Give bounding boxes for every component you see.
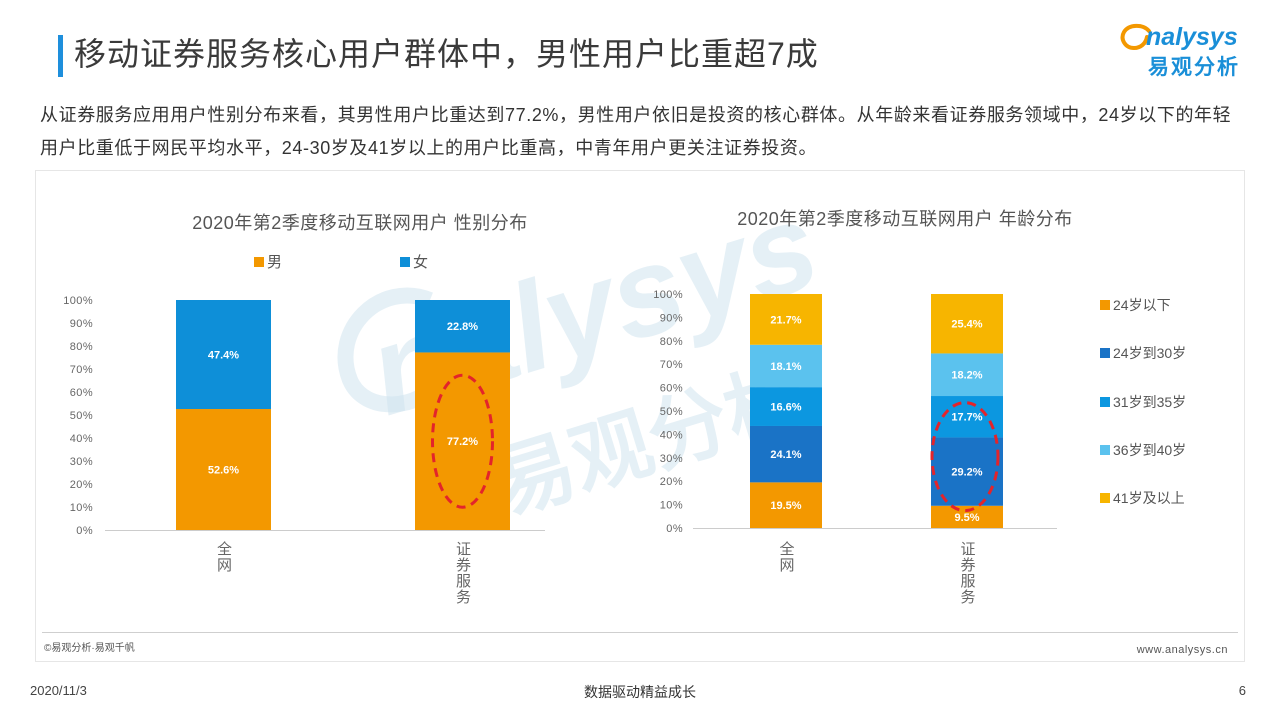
legend-label: 36岁到40岁 xyxy=(1113,442,1186,458)
chart-2: 2020年第2季度移动互联网用户 年龄分布 0% 10% 20% 30% 40% 50% 60… xyxy=(653,209,1186,535)
summary-line: 用户比重低于网民平均水平，24-30岁及41岁以上的用户比重高，中青年用户更关注… xyxy=(40,138,818,158)
y-tick-label: 60% xyxy=(70,387,93,399)
bar-segment xyxy=(750,344,822,388)
y-tick-label: 10% xyxy=(70,502,93,514)
bar-segment xyxy=(415,300,510,353)
page-number: 6 xyxy=(1238,683,1246,698)
summary-text: 从证券服务应用用户性别分布来看，其男性用户比重达到77.2%，男性用户依旧是投资… xyxy=(40,99,1231,165)
legend-label: 41岁及以上 xyxy=(1113,490,1185,506)
title-accent-bar xyxy=(58,35,63,77)
chart-title: 2020年第2季度移动互联网用户 年龄分布 xyxy=(737,209,1073,229)
data-label: 18.1% xyxy=(770,361,801,373)
x-category-label: 证券服务 xyxy=(454,541,471,605)
y-tick-label: 100% xyxy=(653,289,683,301)
bar-segment xyxy=(415,352,510,530)
bar-segment xyxy=(750,294,822,345)
legend-label: 31岁到35岁 xyxy=(1113,394,1186,410)
data-label: 77.2% xyxy=(447,436,478,448)
slide-slogan: 数据驱动精益成长 xyxy=(584,684,696,700)
bar-segment xyxy=(750,387,822,426)
bar-segment xyxy=(750,482,822,528)
y-tick-label: 20% xyxy=(70,479,93,491)
x-category-label: 全网 xyxy=(215,541,232,573)
legend-swatch xyxy=(1100,397,1110,407)
page-title: 移动证券服务核心用户群体中，男性用户比重超7成 xyxy=(74,36,819,72)
y-tick-label: 20% xyxy=(660,476,683,488)
legend-label: 男 xyxy=(267,254,282,271)
bar-segment xyxy=(931,294,1003,354)
legend-swatch xyxy=(1100,445,1110,455)
legend-swatch xyxy=(400,257,410,267)
y-tick-label: 40% xyxy=(660,429,683,441)
bar-segment xyxy=(176,409,271,530)
y-tick-label: 70% xyxy=(660,359,683,371)
chart-panel: ©易观分析·易观千帆 www.analysys.cn xyxy=(35,170,1245,662)
data-label: 22.8% xyxy=(447,321,478,333)
data-label: 29.2% xyxy=(951,467,982,479)
highlight-ellipse xyxy=(431,373,494,509)
x-category-label: 证券服务 xyxy=(958,541,976,605)
data-label: 16.6% xyxy=(770,402,801,414)
bar-segment xyxy=(931,505,1003,528)
legend-label: 24岁以下 xyxy=(1113,297,1171,313)
y-tick-label: 60% xyxy=(660,383,683,395)
y-tick-label: 50% xyxy=(660,406,683,418)
x-category-label: 全网 xyxy=(777,541,795,573)
data-label: 18.2% xyxy=(951,370,982,382)
website-url: www.analysys.cn xyxy=(1136,644,1228,656)
logo-swoosh-icon xyxy=(1120,23,1151,51)
legend-swatch xyxy=(254,257,264,267)
summary-line: 从证券服务应用用户性别分布来看，其男性用户比重达到77.2%，男性用户依旧是投资… xyxy=(40,105,1232,125)
y-tick-label: 40% xyxy=(70,433,93,445)
legend-swatch xyxy=(1100,493,1110,503)
y-tick-label: 80% xyxy=(660,336,683,348)
y-tick-label: 30% xyxy=(660,453,683,465)
data-label: 17.7% xyxy=(951,412,982,424)
y-tick-label: 70% xyxy=(70,364,93,376)
data-label: 19.5% xyxy=(770,500,801,512)
y-tick-label: 30% xyxy=(70,456,93,468)
data-label: 9.5% xyxy=(954,512,979,524)
y-tick-label: 0% xyxy=(76,525,93,537)
data-label: 24.1% xyxy=(770,449,801,461)
y-tick-label: 10% xyxy=(660,500,683,512)
data-label: 21.7% xyxy=(770,314,801,326)
logo-chinese-name: 易观分析 xyxy=(1148,56,1240,79)
bar-segment xyxy=(176,300,271,410)
source-note: ©易观分析·易观千帆 xyxy=(44,643,135,654)
data-label: 25.4% xyxy=(951,319,982,331)
y-tick-label: 0% xyxy=(666,523,683,535)
y-tick-label: 90% xyxy=(660,312,683,324)
data-label: 52.6% xyxy=(208,465,239,477)
legend-swatch xyxy=(1100,300,1110,310)
highlight-ellipse xyxy=(930,401,1000,513)
y-tick-label: 50% xyxy=(70,410,93,422)
y-tick-label: 90% xyxy=(70,318,93,330)
logo-word: nalysys xyxy=(1146,23,1238,51)
bar-segment xyxy=(750,425,822,483)
y-tick-label: 80% xyxy=(70,341,93,353)
bar-segment xyxy=(931,353,1003,397)
chart-1: 2020年第2季度移动互联网用户 性别分布 0% 10% 20% 30% 40% 50% 60… xyxy=(63,213,545,537)
y-tick-label: 100% xyxy=(63,295,93,307)
legend-label: 24岁到30岁 xyxy=(1113,345,1186,361)
data-label: 47.4% xyxy=(208,350,239,362)
legend-swatch xyxy=(1100,348,1110,358)
legend-label: 女 xyxy=(413,253,428,271)
slide-date: 2020/11/3 xyxy=(30,683,87,698)
footer-divider xyxy=(42,632,1238,633)
chart-title: 2020年第2季度移动互联网用户 性别分布 xyxy=(192,213,528,233)
